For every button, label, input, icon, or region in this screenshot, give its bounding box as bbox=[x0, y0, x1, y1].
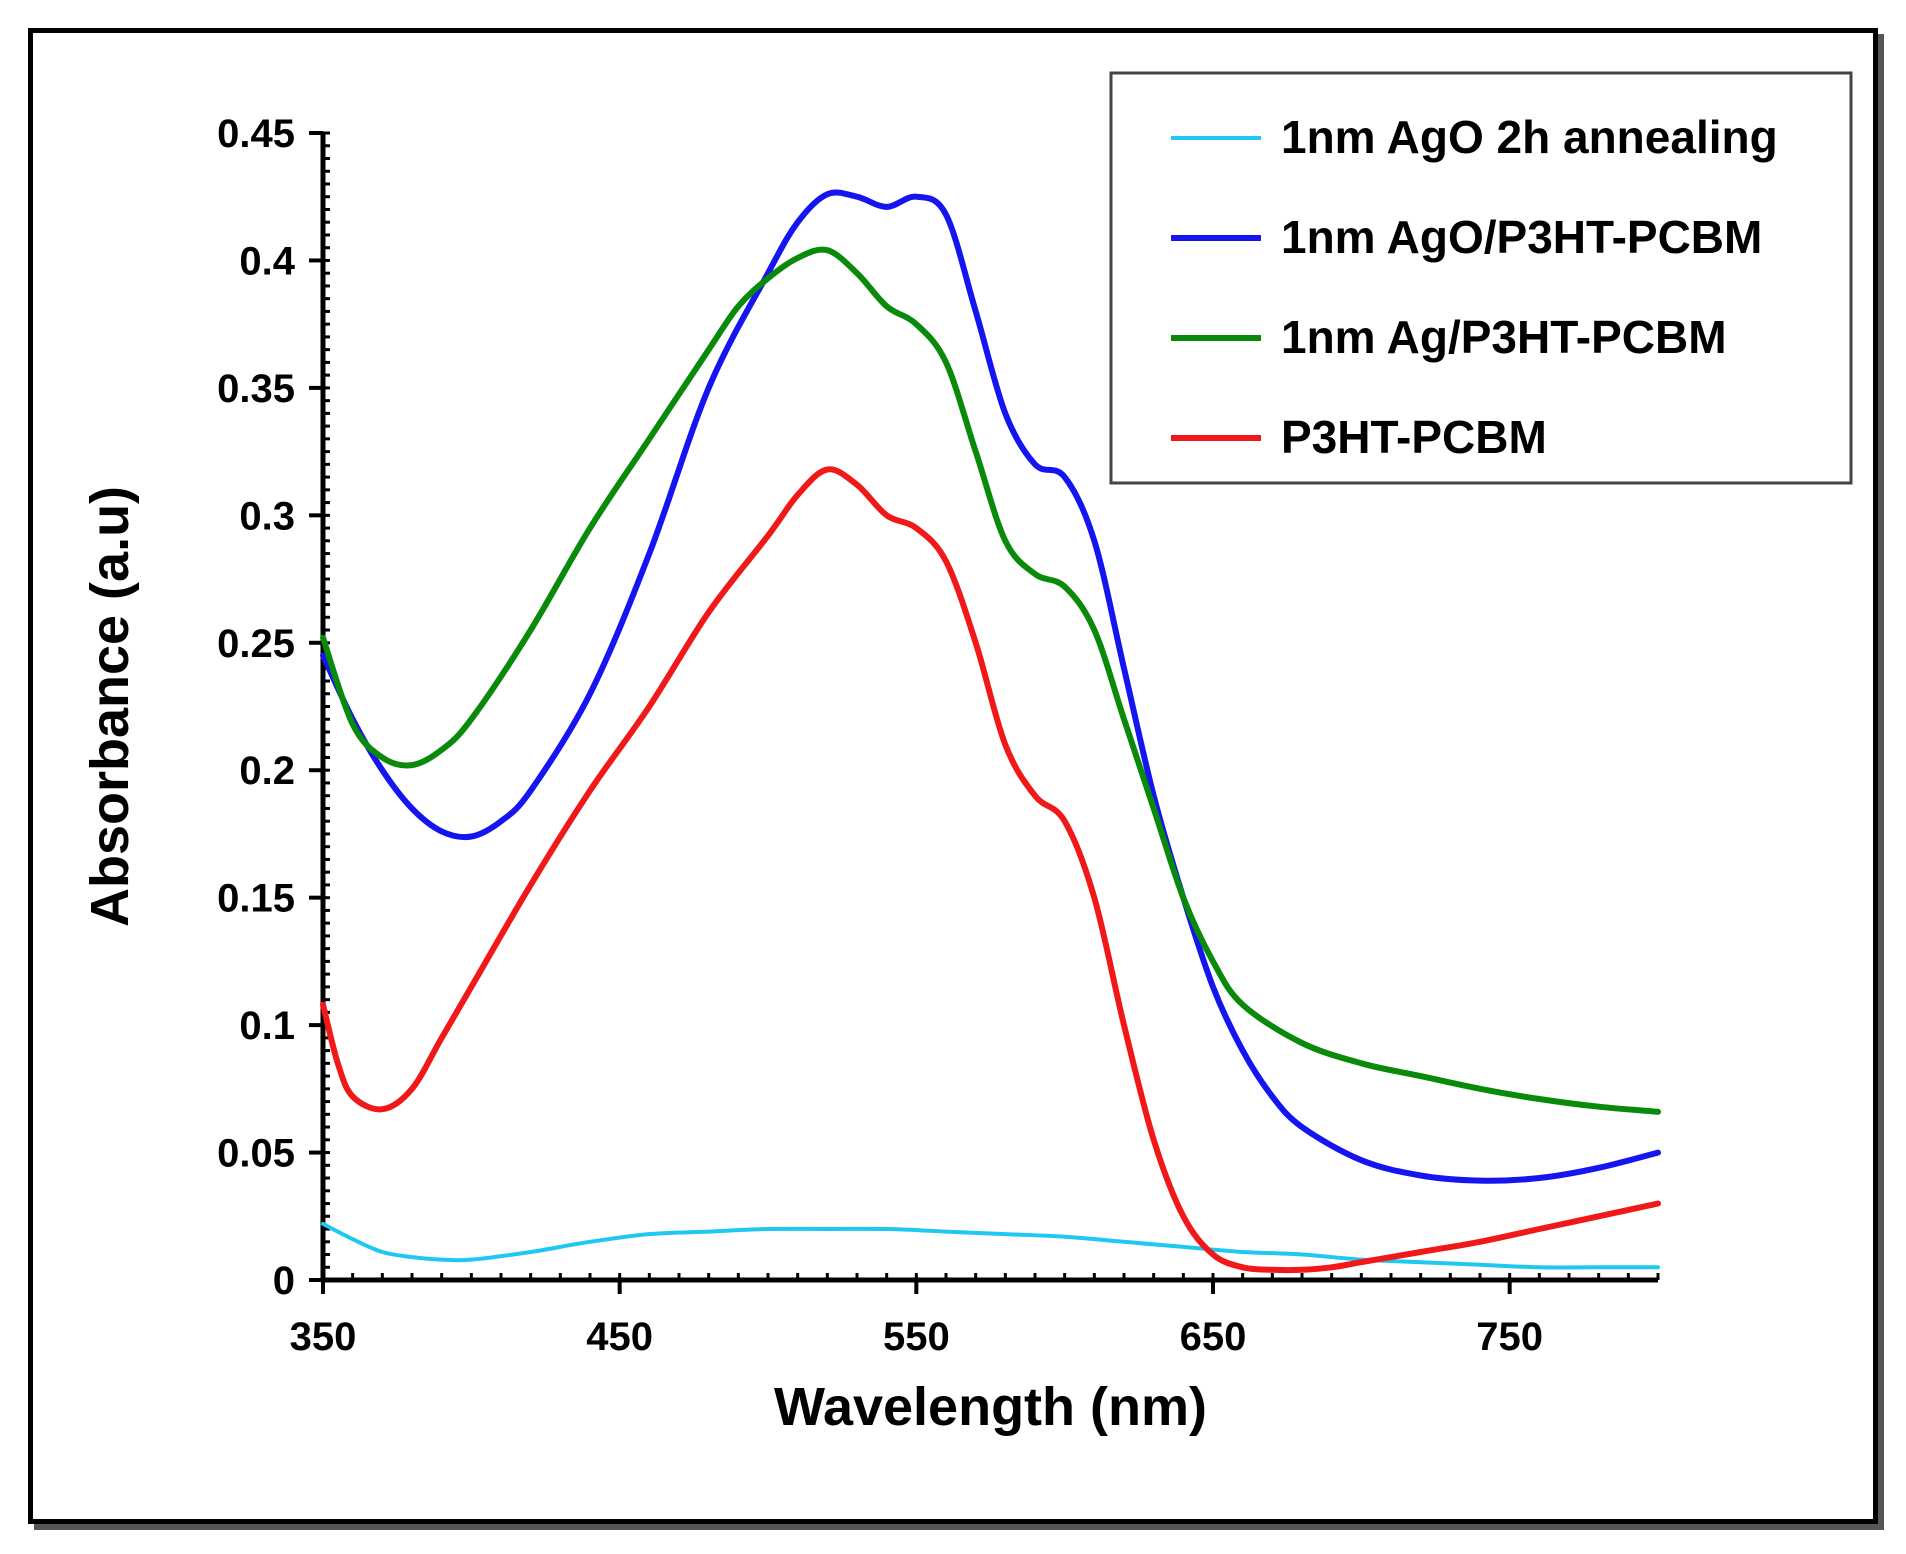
y-ticks: 0 0.05 0.1 0.15 0.2 0.25 0.3 0.35 0.4 0.45 bbox=[217, 112, 323, 1303]
x-minor-ticks bbox=[321, 1273, 1660, 1280]
series-group bbox=[320, 189, 1661, 1274]
x-tick-label: 450 bbox=[586, 1315, 653, 1359]
y-tick-label: 0.3 bbox=[239, 494, 295, 538]
y-tick-label: 0.05 bbox=[217, 1132, 295, 1176]
legend-box bbox=[1109, 71, 1853, 485]
y-tick-label: 0.25 bbox=[217, 622, 295, 666]
axes: 0 0.05 0.1 0.15 0.2 0.25 0.3 0.35 0.4 0.45 350 450… bbox=[217, 112, 1660, 1359]
legend-label: 1nm Ag/P3HT-PCBM bbox=[1281, 311, 1727, 363]
legend: 1nm AgO 2h annealing 1nm AgO/P3HT-PCBM 1nm… bbox=[1109, 71, 1853, 485]
y-tick-label: 0.45 bbox=[217, 112, 295, 156]
y-tick-label: 0 bbox=[273, 1259, 295, 1303]
x-tick-label: 550 bbox=[883, 1315, 950, 1359]
x-axis-title: Wavelength (nm) bbox=[774, 1377, 1207, 1437]
legend-label: P3HT-PCBM bbox=[1281, 411, 1547, 463]
y-tick-label: 0.1 bbox=[239, 1004, 295, 1048]
y-tick-label: 0.4 bbox=[239, 239, 295, 283]
series-line-2 bbox=[320, 189, 1661, 1184]
x-tick-label: 650 bbox=[1180, 1315, 1247, 1359]
x-ticks: 350 450 550 650 750 bbox=[290, 1280, 1543, 1359]
series-line-1 bbox=[321, 1221, 1660, 1270]
chart: 0 0.05 0.1 0.15 0.2 0.25 0.3 0.35 0.4 0.45 350 450… bbox=[80, 71, 1853, 1437]
series-line-3 bbox=[320, 246, 1661, 1115]
y-tick-label: 0.35 bbox=[217, 367, 295, 411]
legend-label: 1nm AgO/P3HT-PCBM bbox=[1281, 211, 1762, 263]
y-tick-label: 0.2 bbox=[239, 749, 295, 793]
figure-frame: 0 0.05 0.1 0.15 0.2 0.25 0.3 0.35 0.4 0.45 350 450… bbox=[28, 28, 1878, 1524]
series-line-4 bbox=[320, 466, 1661, 1274]
x-tick-label: 750 bbox=[1476, 1315, 1543, 1359]
y-axis-title: Absorbance (a.u) bbox=[80, 486, 140, 927]
y-tick-label: 0.15 bbox=[217, 877, 295, 921]
legend-label: 1nm AgO 2h annealing bbox=[1281, 111, 1778, 163]
x-tick-label: 350 bbox=[290, 1315, 357, 1359]
